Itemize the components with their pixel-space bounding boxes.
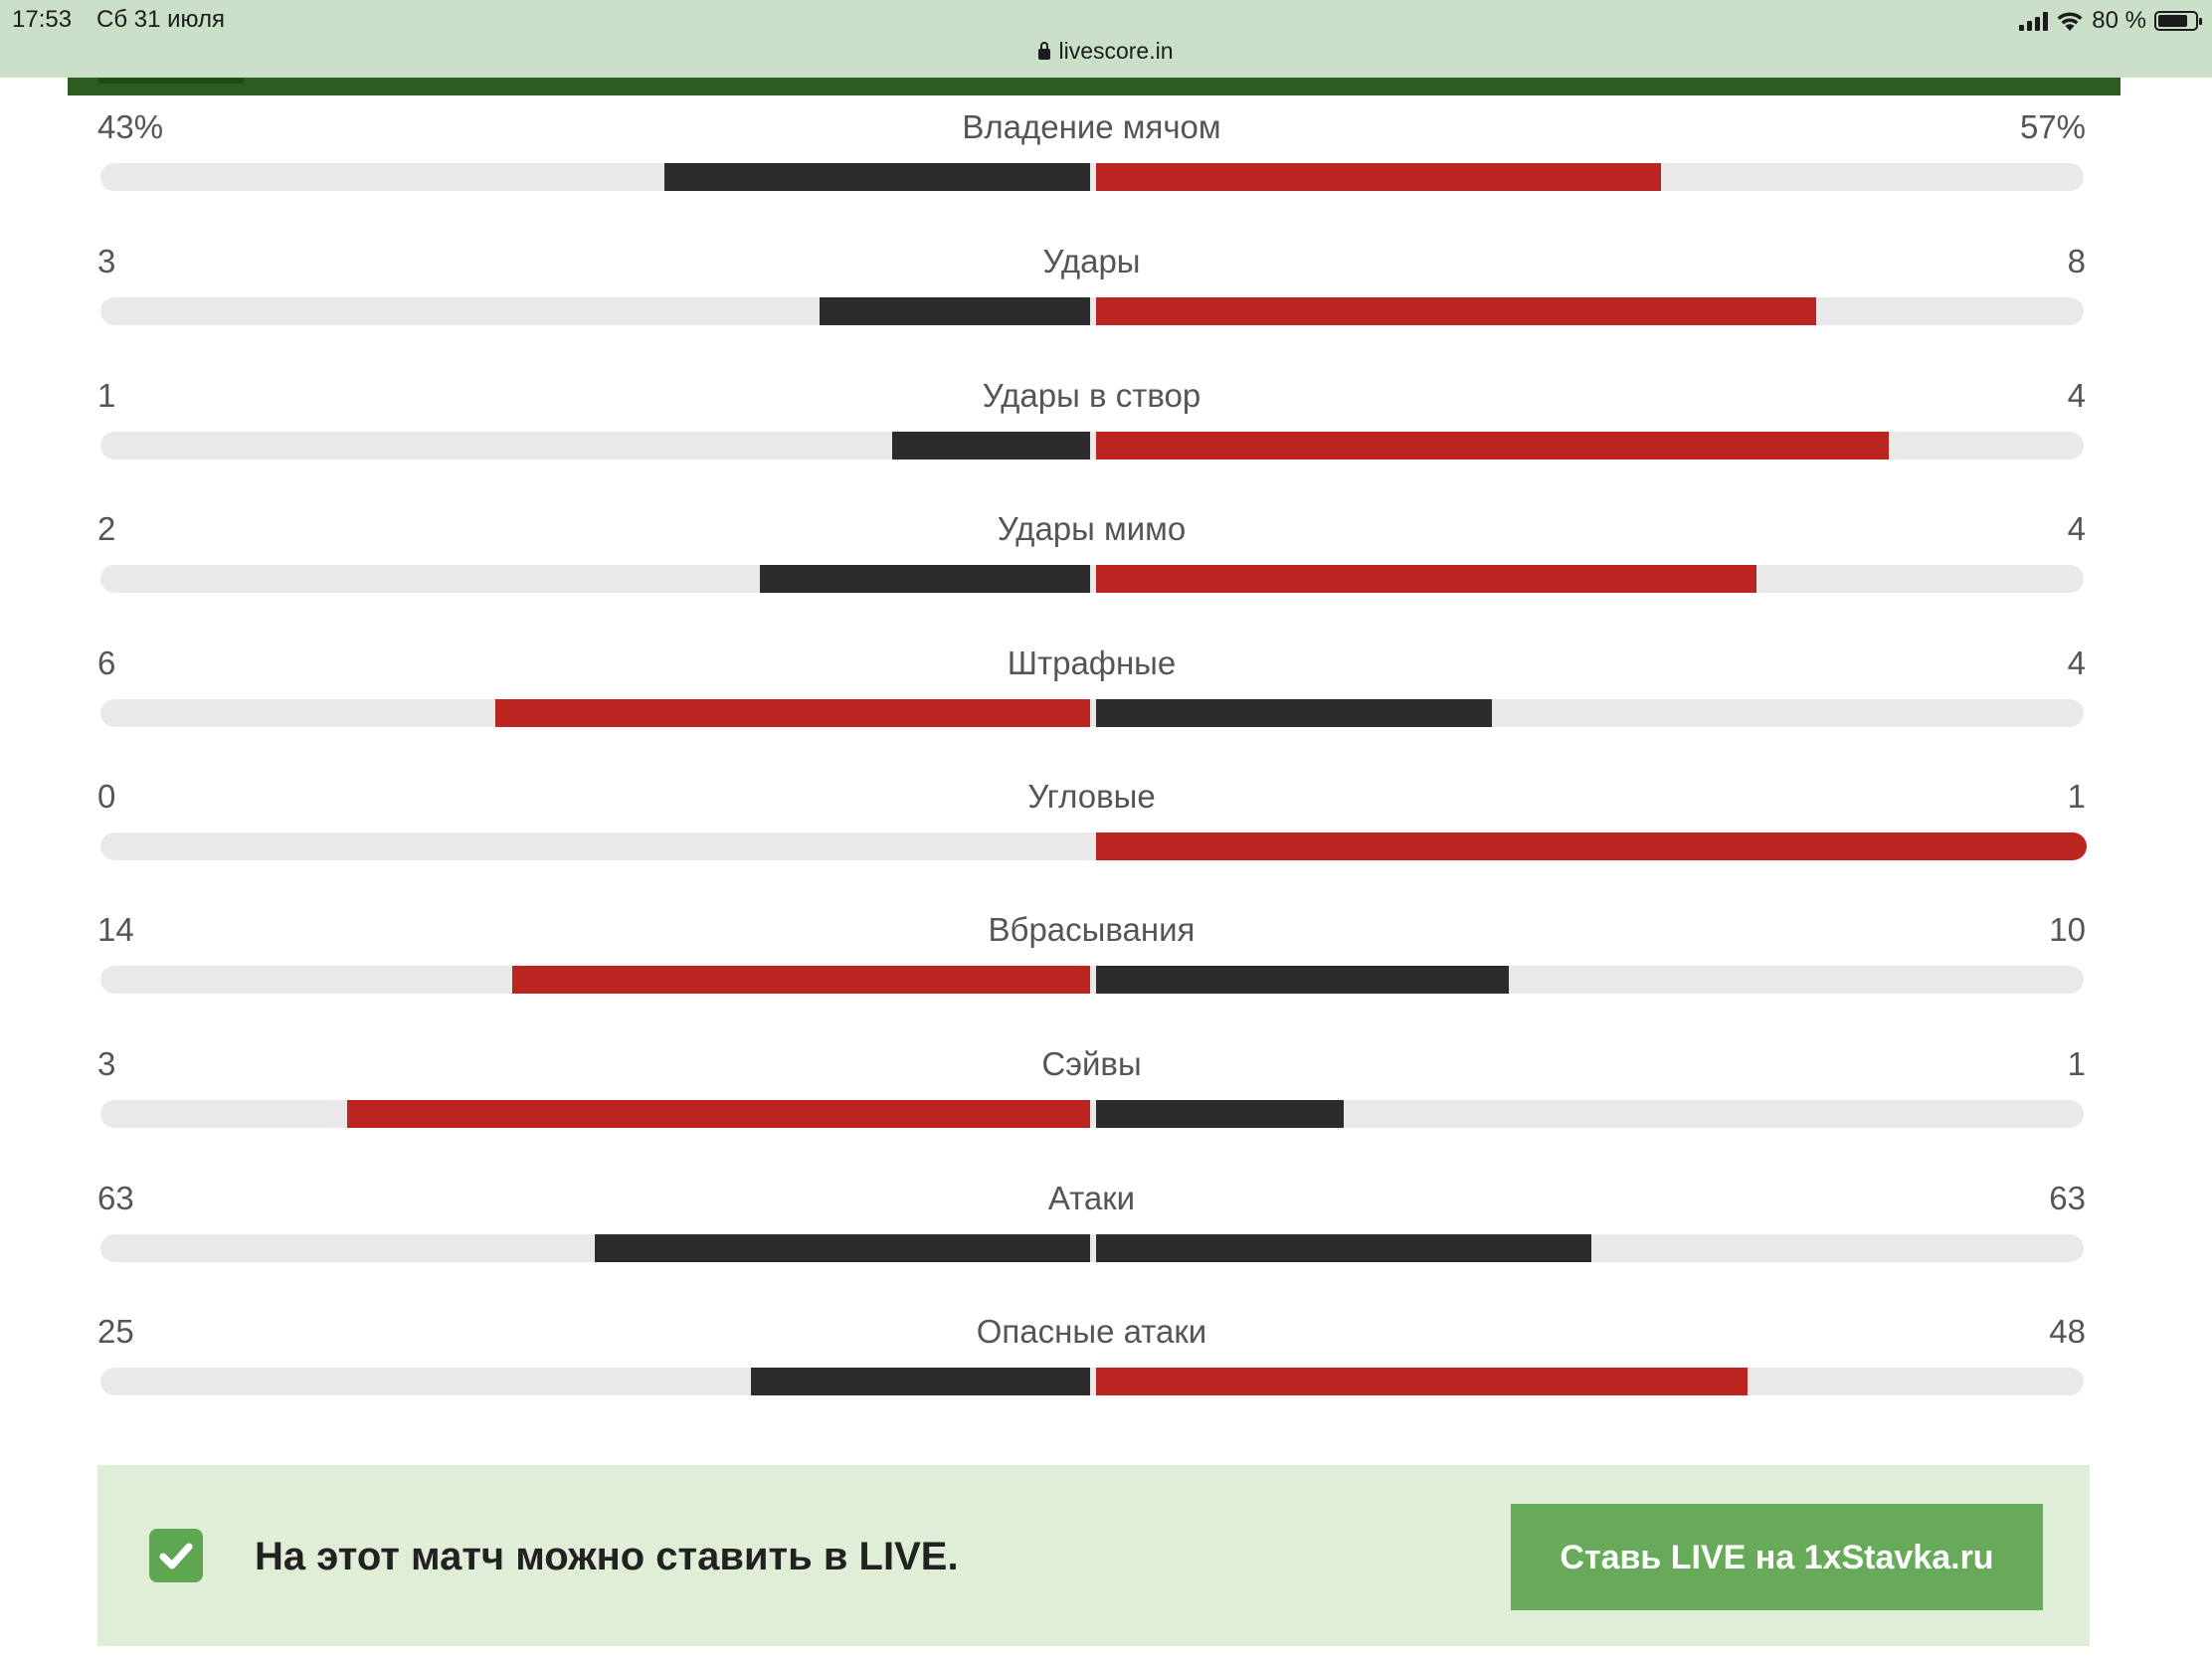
checkbox-checked-icon (149, 1529, 203, 1582)
stat-row: 3 Сэйвы 1 (97, 1044, 2086, 1154)
stat-home-bar (347, 1100, 1090, 1128)
stat-row: 14 Вбрасывания 10 (97, 910, 2086, 1019)
stat-title: Сэйвы (1041, 1045, 1142, 1082)
address-bar[interactable]: livescore.in (0, 38, 2212, 65)
stat-home-value: 25 (97, 1313, 134, 1350)
stat-row: 1 Удары в створ 4 (97, 376, 2086, 485)
stat-away-value: 10 (2049, 911, 2086, 948)
stat-bar-track (100, 1368, 2084, 1395)
stat-bar-track (100, 163, 2084, 191)
stat-away-bar (1096, 699, 1492, 727)
stat-title: Штрафные (1007, 645, 1177, 681)
stat-away-value: 4 (2067, 510, 2086, 547)
address-url: livescore.in (1058, 38, 1174, 64)
stat-home-bar (760, 565, 1090, 593)
stat-away-value: 8 (2067, 243, 2086, 279)
cellular-signal-icon (2019, 11, 2049, 31)
stat-home-value: 6 (97, 645, 116, 681)
stat-away-value: 1 (2067, 1045, 2086, 1082)
site-header-strip (68, 78, 2120, 95)
stat-away-value: 57% (2019, 108, 2086, 145)
stat-home-bar (495, 699, 1090, 727)
header-tab-indicator (98, 78, 244, 84)
stat-away-bar (1096, 432, 1889, 460)
stat-title: Атаки (1047, 1180, 1136, 1216)
status-and-address-bar: 17:53 Сб 31 июля 80 % livescore.in (0, 0, 2212, 78)
stat-title: Удары (1042, 243, 1141, 279)
stat-bar-track (100, 565, 2084, 593)
status-time: 17:53 (12, 6, 73, 33)
stat-home-value: 3 (97, 1045, 116, 1082)
stat-row: 3 Удары 8 (97, 242, 2086, 351)
live-betting-text: На этот матч можно ставить в LIVE. (255, 1535, 959, 1578)
stat-home-bar (820, 297, 1090, 325)
stat-home-bar (512, 966, 1090, 994)
stat-away-bar (1096, 1368, 1748, 1395)
bet-live-button[interactable]: Ставь LIVE на 1xStavka.ru (1511, 1504, 2043, 1610)
stat-title: Удары в створ (982, 377, 1201, 414)
wifi-icon (2056, 10, 2084, 32)
stat-away-value: 1 (2067, 778, 2086, 815)
stat-row: 25 Опасные атаки 48 (97, 1312, 2086, 1421)
live-betting-banner: На этот матч можно ставить в LIVE. Ставь… (97, 1465, 2090, 1646)
stat-bar-track (100, 966, 2084, 994)
battery-percent: 80 % (2092, 7, 2146, 34)
stat-home-value: 3 (97, 243, 116, 279)
stat-away-bar (1096, 832, 2087, 860)
stat-home-value: 43% (97, 108, 164, 145)
stat-home-value: 63 (97, 1180, 134, 1216)
stat-home-value: 0 (97, 778, 116, 815)
stat-away-value: 4 (2067, 645, 2086, 681)
stat-away-value: 4 (2067, 377, 2086, 414)
stat-title: Опасные атаки (976, 1313, 1207, 1350)
stat-home-bar (751, 1368, 1090, 1395)
stat-row: 43% Владение мячом 57% (97, 107, 2086, 217)
battery-icon (2154, 11, 2202, 31)
stat-away-value: 48 (2049, 1313, 2086, 1350)
stat-row: 6 Штрафные 4 (97, 644, 2086, 753)
stat-home-bar (892, 432, 1090, 460)
stat-title: Угловые (1027, 778, 1156, 815)
stat-home-value: 1 (97, 377, 116, 414)
stat-row: 63 Атаки 63 (97, 1179, 2086, 1288)
stat-title: Вбрасывания (988, 911, 1196, 948)
stat-home-bar (664, 163, 1090, 191)
stat-row: 2 Удары мимо 4 (97, 509, 2086, 619)
stat-bar-track (100, 699, 2084, 727)
stat-away-value: 63 (2049, 1180, 2086, 1216)
stat-home-bar (595, 1234, 1090, 1262)
stat-away-bar (1096, 1100, 1344, 1128)
stat-home-value: 14 (97, 911, 134, 948)
stat-away-bar (1096, 966, 1509, 994)
stat-away-bar (1096, 1234, 1591, 1262)
status-indicators: 80 % (2019, 6, 2202, 36)
stat-away-bar (1096, 297, 1816, 325)
stat-title: Владение мячом (962, 108, 1221, 145)
stat-row: 0 Угловые 1 (97, 777, 2087, 886)
stat-home-value: 2 (97, 510, 116, 547)
stat-away-bar (1096, 163, 1661, 191)
stat-bar-track (100, 1234, 2084, 1262)
status-date: Сб 31 июля (96, 6, 225, 33)
lock-icon (1038, 42, 1051, 60)
stat-away-bar (1096, 565, 1756, 593)
stat-title: Удары мимо (997, 510, 1187, 547)
